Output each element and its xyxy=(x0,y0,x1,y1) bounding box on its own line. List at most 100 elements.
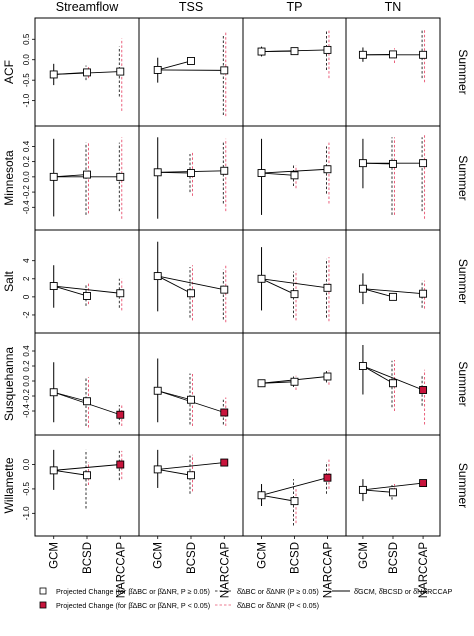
change-marker xyxy=(83,68,91,77)
y-tick-label: -0.5 xyxy=(22,481,31,495)
change-line xyxy=(261,494,295,502)
legend-open-square-label: Projected Change (for β̂ΔBC or β̂ΔNR, P … xyxy=(56,587,210,596)
change-line xyxy=(157,275,192,294)
significant-change-marker xyxy=(419,479,428,488)
change-marker xyxy=(83,397,91,406)
change-marker xyxy=(220,166,229,175)
x-tick-label: BCSD xyxy=(290,542,302,574)
change-marker xyxy=(116,289,125,298)
change-marker xyxy=(49,70,58,79)
panel xyxy=(345,229,441,334)
panel-frame xyxy=(345,229,441,334)
legend-black-dashed-label: δ̂ΔBC or δ̂ΔNR (P ≥ 0.05) xyxy=(237,587,319,596)
panel xyxy=(242,125,347,231)
change-line xyxy=(261,168,328,174)
change-line xyxy=(362,489,394,493)
column-title: TP xyxy=(287,0,303,14)
panel-grid: -1.0-0.50.00.5-0.4-0.20.00.20.4-2024-0.4… xyxy=(22,17,441,537)
panel xyxy=(345,332,441,436)
row-label: Willamette xyxy=(2,457,16,513)
season-label: Summer xyxy=(456,361,470,406)
change-marker xyxy=(419,159,428,168)
y-tick-label: 0.4 xyxy=(22,140,31,152)
change-line xyxy=(362,288,424,295)
change-marker xyxy=(220,285,229,294)
season-label: Summer xyxy=(456,49,470,94)
change-marker xyxy=(153,465,162,474)
x-tick-label: GCM xyxy=(153,542,165,569)
y-tick-label: 2 xyxy=(22,276,31,281)
change-marker xyxy=(290,171,299,180)
change-line xyxy=(261,172,295,176)
change-marker xyxy=(187,471,195,480)
change-marker xyxy=(389,488,397,497)
x-axis-ticks: GCM BCSD NARCCAP GCM BCSD NARCCAP GCM BCSD NARCC… xyxy=(49,536,430,598)
change-line xyxy=(157,468,192,476)
change-line xyxy=(362,365,394,384)
y-tick-label: 0.0 xyxy=(22,171,31,183)
y-tick-label: -1.0 xyxy=(22,506,31,520)
change-marker xyxy=(49,172,58,181)
change-marker xyxy=(389,379,397,388)
season-label: Summer xyxy=(456,155,470,200)
panel xyxy=(34,332,140,436)
row-label: Minnesota xyxy=(2,150,16,206)
column-title: TSS xyxy=(179,0,203,14)
change-marker xyxy=(153,272,162,281)
y-tick-label: 0.0 xyxy=(22,54,31,66)
row-label: ACF xyxy=(2,60,16,84)
change-marker xyxy=(290,497,299,506)
change-marker xyxy=(358,485,367,494)
y-tick-label: 0.2 xyxy=(22,156,31,168)
panel-frame xyxy=(345,17,441,127)
significant-change-marker xyxy=(323,473,332,482)
panel-frame xyxy=(242,434,347,537)
x-tick-label: NARCCAP xyxy=(219,542,231,599)
x-tick-label: BCSD xyxy=(388,542,400,574)
panel-frame xyxy=(34,332,140,436)
change-marker xyxy=(220,66,229,75)
y-tick-label: 0.4 xyxy=(22,345,31,357)
panel-frame xyxy=(138,229,244,334)
y-tick-label: -0.5 xyxy=(22,73,31,87)
change-marker xyxy=(389,159,397,168)
panel xyxy=(138,332,244,436)
change-line xyxy=(157,462,225,470)
change-marker xyxy=(187,289,195,298)
change-line xyxy=(53,285,88,297)
panel xyxy=(138,229,244,334)
panel xyxy=(242,17,347,127)
y-tick-label: -2 xyxy=(22,311,31,319)
change-marker xyxy=(257,379,266,388)
panel-frame xyxy=(138,434,244,537)
legend-red-dashed-label: δ̂ΔBC or δ̂ΔNR (P < 0.05) xyxy=(237,601,319,610)
season-label: Summer xyxy=(456,259,470,304)
legend-filled-square-label: Projected Change (for β̂ΔBC or β̂ΔNR, P … xyxy=(56,601,210,610)
change-marker xyxy=(187,169,195,178)
change-line xyxy=(261,477,328,496)
x-tick-label: GCM xyxy=(49,542,61,569)
change-line xyxy=(53,464,121,471)
change-marker xyxy=(323,45,332,54)
y-tick-label: 0.2 xyxy=(22,360,31,372)
change-line xyxy=(261,278,295,295)
change-marker xyxy=(49,282,58,290)
panel xyxy=(138,17,244,127)
panel xyxy=(242,434,347,537)
change-line xyxy=(362,365,424,391)
panel-frame xyxy=(345,125,441,231)
panel-frame xyxy=(138,332,244,436)
change-marker xyxy=(419,289,428,298)
y-tick-label: -1.0 xyxy=(22,93,31,107)
y-tick-label: -0.4 xyxy=(22,404,31,418)
panel xyxy=(34,17,140,127)
y-tick-label: 0.5 xyxy=(22,33,31,45)
change-marker xyxy=(187,395,195,404)
change-marker xyxy=(257,491,266,500)
change-marker xyxy=(389,50,397,59)
panel xyxy=(138,434,244,537)
row-label: Susquehanna xyxy=(2,347,16,421)
change-marker xyxy=(116,172,125,181)
change-marker xyxy=(358,159,367,168)
